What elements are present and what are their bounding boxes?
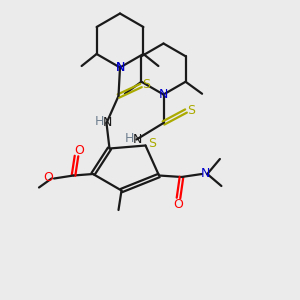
Text: N: N	[201, 167, 210, 180]
Text: S: S	[188, 104, 195, 118]
Text: O: O	[174, 197, 183, 211]
Text: O: O	[74, 144, 84, 157]
Text: S: S	[148, 136, 156, 150]
Text: H: H	[125, 131, 135, 145]
Text: N: N	[159, 88, 168, 101]
Text: O: O	[44, 171, 53, 184]
Text: N: N	[115, 61, 125, 74]
Text: N: N	[102, 116, 112, 130]
Text: S: S	[142, 78, 150, 92]
Text: H: H	[94, 115, 104, 128]
Text: N: N	[133, 133, 142, 146]
Text: N: N	[115, 61, 125, 74]
